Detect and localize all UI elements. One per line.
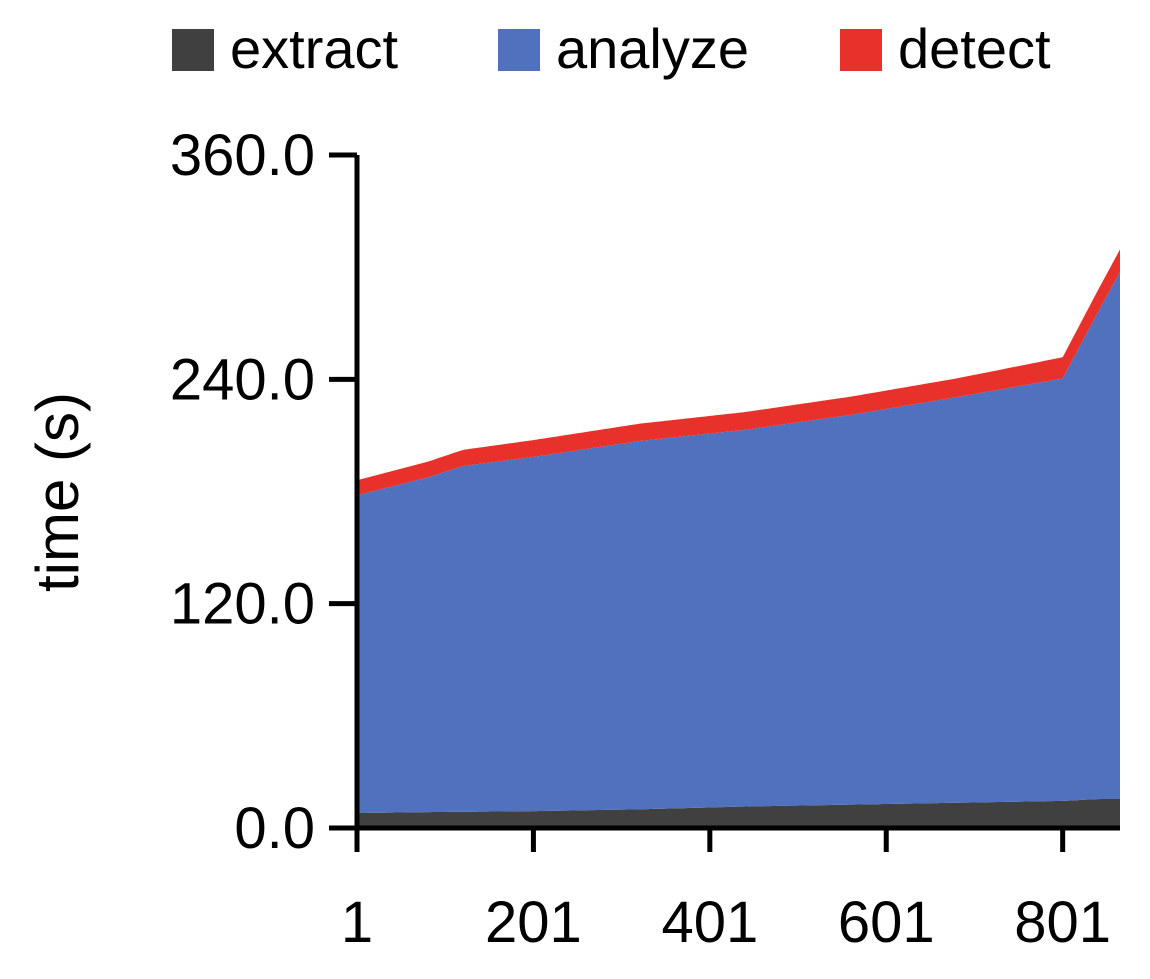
axes-layer: [354, 155, 1120, 831]
x-ticks-layer: 1 201 401 601 801: [341, 828, 1111, 955]
y-tick-label: 0.0: [234, 796, 315, 861]
x-tick-label: 1: [341, 890, 373, 955]
y-tick-label: 120.0: [170, 572, 315, 637]
x-tick-label: 201: [485, 890, 582, 955]
areas-layer: [357, 249, 1120, 828]
legend-label-detect: detect: [898, 17, 1051, 80]
y-axis-title: time (s): [24, 392, 91, 592]
area-detect: [357, 249, 1120, 496]
legend-swatch-analyze: [498, 29, 540, 71]
area-analyze: [357, 271, 1120, 814]
legend-label-extract: extract: [230, 17, 398, 80]
legend: extract analyze detect: [172, 17, 1051, 80]
y-tick-label: 240.0: [170, 347, 315, 412]
legend-swatch-extract: [172, 29, 214, 71]
x-tick-label: 401: [661, 890, 758, 955]
x-tick-label: 801: [1014, 890, 1111, 955]
legend-label-analyze: analyze: [556, 17, 749, 80]
legend-swatch-detect: [840, 29, 882, 71]
y-ticks-layer: 0.0 120.0 240.0 360.0: [170, 123, 357, 861]
y-tick-label: 360.0: [170, 123, 315, 188]
x-tick-label: 601: [838, 890, 935, 955]
area-extract: [357, 799, 1120, 828]
